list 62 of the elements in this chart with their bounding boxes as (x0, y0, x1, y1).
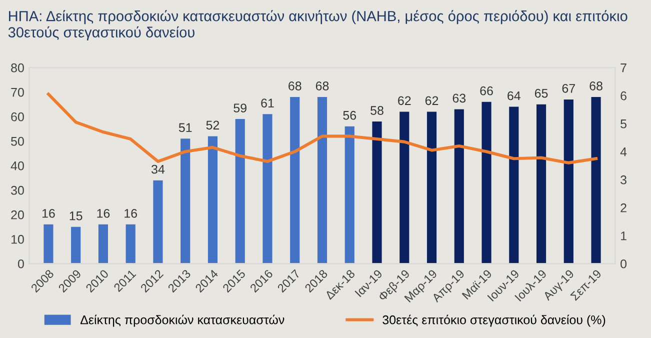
bar (372, 122, 382, 264)
y-tick-label: 10 (11, 234, 24, 244)
data-label: 59 (234, 104, 246, 112)
bar (153, 180, 163, 264)
data-label: 63 (452, 94, 466, 103)
data-label: 58 (370, 106, 384, 115)
y2-tick-label: 3 (620, 175, 626, 184)
y-tick-label: 50 (11, 136, 24, 146)
data-label: 64 (508, 91, 520, 100)
y-tick-label: 40 (10, 161, 24, 170)
y-tick-label: 30 (11, 186, 24, 195)
bar (235, 119, 245, 264)
y2-tick-label: 7 (620, 64, 626, 72)
y-tick-label: 60 (11, 112, 24, 122)
y2-tick-label: 1 (621, 232, 626, 240)
bar (564, 99, 574, 264)
bar (98, 224, 108, 264)
bar (317, 97, 328, 264)
bar (126, 224, 136, 264)
bar (509, 106, 519, 264)
data-label: 34 (152, 164, 165, 174)
data-label: 16 (97, 208, 110, 218)
data-label: 51 (178, 123, 192, 132)
y2-tick-label: 2 (620, 203, 626, 212)
y-tick-label: 20 (11, 210, 24, 220)
data-label: 68 (316, 82, 329, 90)
bar (290, 97, 300, 264)
data-label: 15 (70, 212, 82, 220)
data-label: 56 (343, 110, 356, 120)
y2-tick-label: 0 (620, 259, 627, 268)
y-tick-label: 0 (18, 259, 24, 268)
data-label: 65 (534, 88, 548, 98)
y2-tick-label: 5 (620, 120, 626, 128)
bar (400, 112, 410, 264)
data-label: 67 (562, 84, 575, 93)
data-label: 52 (206, 120, 220, 130)
data-label: 68 (288, 82, 302, 90)
bar (454, 109, 464, 264)
y-tick-label: 70 (11, 88, 24, 97)
bar (262, 114, 272, 264)
legend-label: 30ετές επιτόκιο στεγαστικού δανείου (%) (382, 314, 606, 327)
y2-tick-label: 6 (620, 91, 626, 100)
data-label: 68 (590, 82, 602, 90)
data-label: 62 (398, 96, 411, 106)
chart-title: ΗΠΑ: Δείκτης προσδοκιών κατασκευαστών ακινήτων (NAHB, μέσος όρος περιόδου) και επιτόκιο 30ετούς στεγαστικού δανείου (8, 10, 628, 40)
bar (591, 97, 601, 264)
bar (44, 224, 54, 264)
bar (71, 226, 81, 264)
bar (180, 138, 190, 264)
data-label: 62 (425, 96, 438, 106)
data-label: 66 (480, 86, 493, 96)
data-label: 16 (124, 208, 137, 218)
bar (344, 126, 354, 264)
legend-label: Δείκτης προσδοκιών κατασκευαστών (80, 314, 284, 327)
bar (536, 104, 546, 264)
bar (482, 102, 492, 264)
y-tick-label: 80 (11, 63, 24, 72)
bar (426, 112, 437, 264)
bar (208, 136, 218, 264)
data-label: 61 (261, 98, 274, 108)
y2-tick-label: 4 (620, 148, 627, 156)
data-label: 16 (42, 208, 55, 218)
